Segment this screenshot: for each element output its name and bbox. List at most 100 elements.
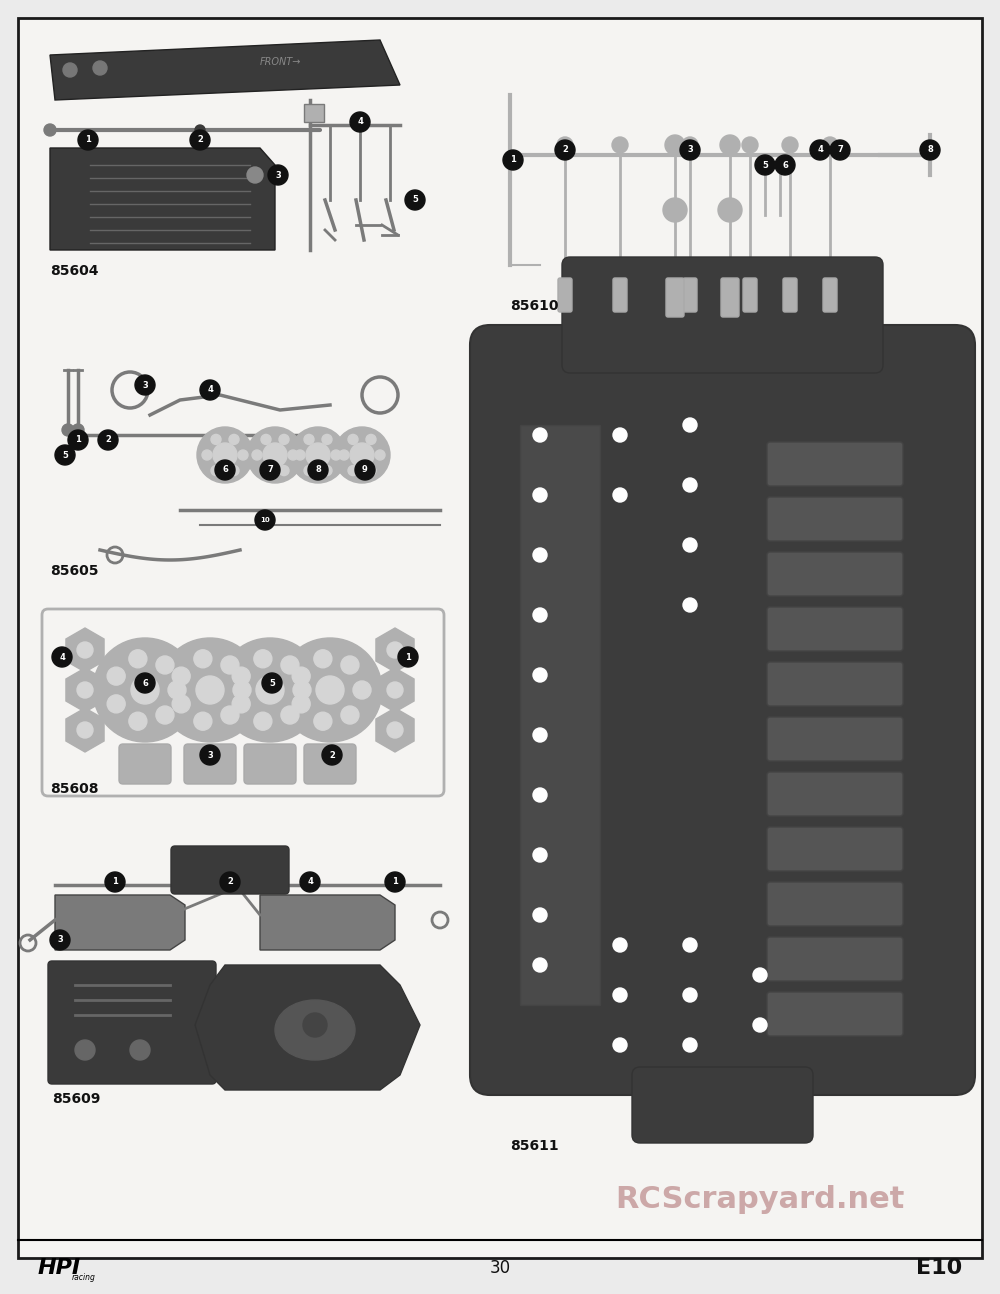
Text: 3: 3 — [207, 751, 213, 760]
Circle shape — [293, 681, 311, 699]
FancyBboxPatch shape — [767, 607, 903, 651]
Circle shape — [398, 647, 418, 666]
Circle shape — [107, 668, 125, 685]
FancyBboxPatch shape — [558, 278, 572, 312]
Circle shape — [775, 155, 795, 175]
Circle shape — [158, 638, 262, 741]
Circle shape — [233, 681, 251, 699]
Circle shape — [334, 427, 390, 483]
Text: 4: 4 — [307, 877, 313, 886]
Circle shape — [533, 958, 547, 972]
Text: 6: 6 — [142, 678, 148, 687]
FancyBboxPatch shape — [767, 992, 903, 1036]
Circle shape — [77, 682, 93, 697]
Circle shape — [292, 695, 310, 713]
Text: 2: 2 — [227, 877, 233, 886]
Circle shape — [220, 872, 240, 892]
FancyBboxPatch shape — [683, 278, 697, 312]
Circle shape — [683, 938, 697, 952]
Circle shape — [613, 938, 627, 952]
Circle shape — [366, 435, 376, 444]
FancyBboxPatch shape — [18, 18, 982, 1258]
Circle shape — [44, 124, 56, 136]
Text: 85608: 85608 — [50, 782, 98, 796]
Circle shape — [533, 788, 547, 802]
Circle shape — [261, 435, 271, 444]
Circle shape — [50, 930, 70, 950]
Text: 6: 6 — [782, 160, 788, 170]
Circle shape — [682, 137, 698, 153]
Text: E10: E10 — [916, 1258, 962, 1278]
Polygon shape — [55, 895, 185, 950]
Circle shape — [261, 466, 271, 476]
Circle shape — [533, 547, 547, 562]
Circle shape — [385, 872, 405, 892]
Text: 5: 5 — [269, 678, 275, 687]
Circle shape — [613, 1038, 627, 1052]
Circle shape — [156, 707, 174, 725]
Circle shape — [680, 140, 700, 160]
Text: 5: 5 — [762, 160, 768, 170]
Circle shape — [200, 745, 220, 765]
Text: 4: 4 — [207, 386, 213, 395]
Text: 1: 1 — [112, 877, 118, 886]
Circle shape — [753, 968, 767, 982]
Circle shape — [247, 167, 263, 182]
Text: 1: 1 — [85, 136, 91, 145]
Text: 10: 10 — [260, 518, 270, 523]
Circle shape — [292, 668, 310, 685]
Text: 1: 1 — [392, 877, 398, 886]
Text: 6: 6 — [222, 466, 228, 475]
Text: 85609: 85609 — [52, 1092, 100, 1106]
Circle shape — [683, 538, 697, 553]
FancyBboxPatch shape — [783, 278, 797, 312]
Circle shape — [555, 140, 575, 160]
FancyBboxPatch shape — [119, 744, 171, 784]
Text: 2: 2 — [562, 145, 568, 154]
Polygon shape — [50, 148, 275, 250]
Circle shape — [127, 672, 163, 708]
Circle shape — [533, 608, 547, 622]
Circle shape — [350, 113, 370, 132]
Circle shape — [72, 424, 84, 436]
Circle shape — [303, 1013, 327, 1036]
Text: 2: 2 — [197, 136, 203, 145]
Circle shape — [63, 63, 77, 78]
Text: 7: 7 — [267, 466, 273, 475]
Circle shape — [62, 424, 74, 436]
Circle shape — [172, 668, 190, 685]
Text: 5: 5 — [412, 195, 418, 204]
FancyBboxPatch shape — [767, 773, 903, 817]
Circle shape — [304, 466, 314, 476]
Circle shape — [263, 443, 287, 467]
Circle shape — [256, 675, 284, 704]
Circle shape — [665, 135, 685, 155]
Circle shape — [375, 450, 385, 459]
FancyBboxPatch shape — [666, 278, 684, 317]
Circle shape — [339, 450, 349, 459]
Text: 1: 1 — [510, 155, 516, 164]
Circle shape — [533, 848, 547, 862]
Circle shape — [920, 140, 940, 160]
Circle shape — [195, 126, 205, 135]
FancyBboxPatch shape — [613, 278, 627, 312]
Circle shape — [260, 459, 280, 480]
Circle shape — [262, 673, 282, 694]
Text: 8: 8 — [927, 145, 933, 154]
FancyBboxPatch shape — [767, 883, 903, 927]
Circle shape — [306, 443, 330, 467]
Text: 5: 5 — [62, 450, 68, 459]
Circle shape — [194, 712, 212, 730]
Text: 85611: 85611 — [510, 1139, 559, 1153]
Circle shape — [252, 450, 262, 459]
Circle shape — [810, 140, 830, 160]
Circle shape — [782, 137, 798, 153]
FancyBboxPatch shape — [767, 443, 903, 487]
Polygon shape — [260, 895, 395, 950]
Circle shape — [232, 695, 250, 713]
Circle shape — [135, 375, 155, 395]
FancyBboxPatch shape — [520, 424, 600, 1005]
Circle shape — [232, 668, 250, 685]
Circle shape — [533, 908, 547, 923]
Circle shape — [613, 989, 627, 1002]
